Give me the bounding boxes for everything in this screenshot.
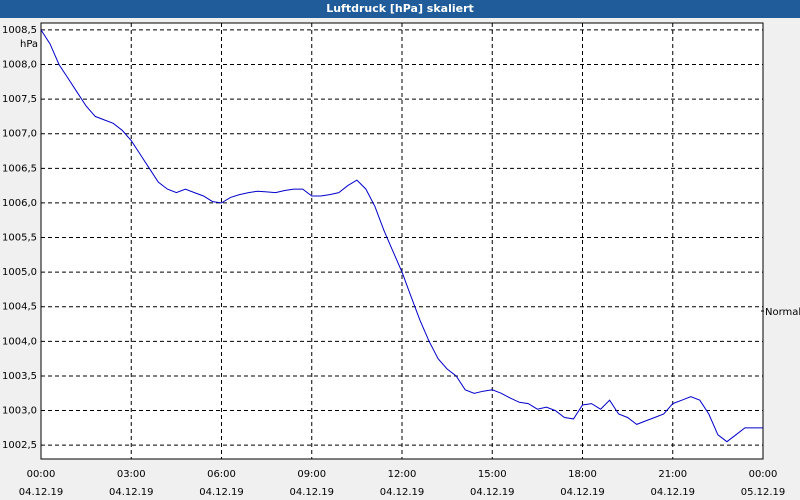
- y-tick-label: 1007,5: [2, 94, 37, 105]
- x-tick-date: 04.12.19: [289, 487, 334, 498]
- y-tick-label: 1004,5: [2, 302, 37, 313]
- y-tick-label: 1007,0: [2, 129, 37, 140]
- x-tick-date: 04.12.19: [380, 487, 425, 498]
- x-tick-date: 04.12.19: [650, 487, 695, 498]
- x-tick-time: 03:00: [117, 469, 146, 480]
- y-tick-label: 1008,0: [2, 60, 37, 71]
- x-tick-date: 04.12.19: [109, 487, 154, 498]
- x-tick-date: 04.12.19: [470, 487, 515, 498]
- x-tick-date: 04.12.19: [199, 487, 244, 498]
- y-tick-label: 1006,0: [2, 198, 37, 209]
- x-tick-time: 12:00: [388, 469, 417, 480]
- y-axis-ticks: 1008,5 1008,0 1007,5 1007,0 1006,5 1006,0 1005…: [2, 25, 37, 451]
- y-tick-label: 1003,0: [2, 406, 37, 417]
- x-tick-time: 00:00: [749, 469, 778, 480]
- x-tick-time: 09:00: [297, 469, 326, 480]
- legend-entry-normal: Normal: [765, 307, 800, 318]
- y-tick-label: 1004,0: [2, 336, 37, 347]
- x-tick-date: 05.12.19: [741, 487, 786, 498]
- x-tick-time: 00:00: [27, 469, 56, 480]
- grid-lines: [41, 23, 763, 459]
- x-tick-time: 06:00: [207, 469, 236, 480]
- y-tick-label: 1002,5: [2, 440, 37, 451]
- x-tick-time: 21:00: [658, 469, 687, 480]
- y-axis-label: hPa: [20, 39, 38, 50]
- y-tick-label: 1008,5: [2, 25, 37, 36]
- x-tick-date: 04.12.19: [560, 487, 605, 498]
- series-group: [40, 29, 763, 443]
- chart-title: Luftdruck [hPa] skaliert: [0, 0, 800, 18]
- x-tick-date: 04.12.19: [19, 487, 64, 498]
- series-line-normal: [40, 29, 763, 443]
- x-axis-ticks: 00:00 04.12.19 03:00 04.12.19 06:00 04.12.19 0…: [19, 469, 786, 498]
- y-tick-label: 1003,5: [2, 371, 37, 382]
- line-chart: 1008,5 1008,0 1007,5 1007,0 1006,5 1006,0 1005…: [2, 22, 800, 498]
- x-tick-time: 18:00: [568, 469, 597, 480]
- y-tick-label: 1006,5: [2, 163, 37, 174]
- y-tick-label: 1005,5: [2, 233, 37, 244]
- y-tick-label: 1005,0: [2, 267, 37, 278]
- x-tick-time: 15:00: [478, 469, 507, 480]
